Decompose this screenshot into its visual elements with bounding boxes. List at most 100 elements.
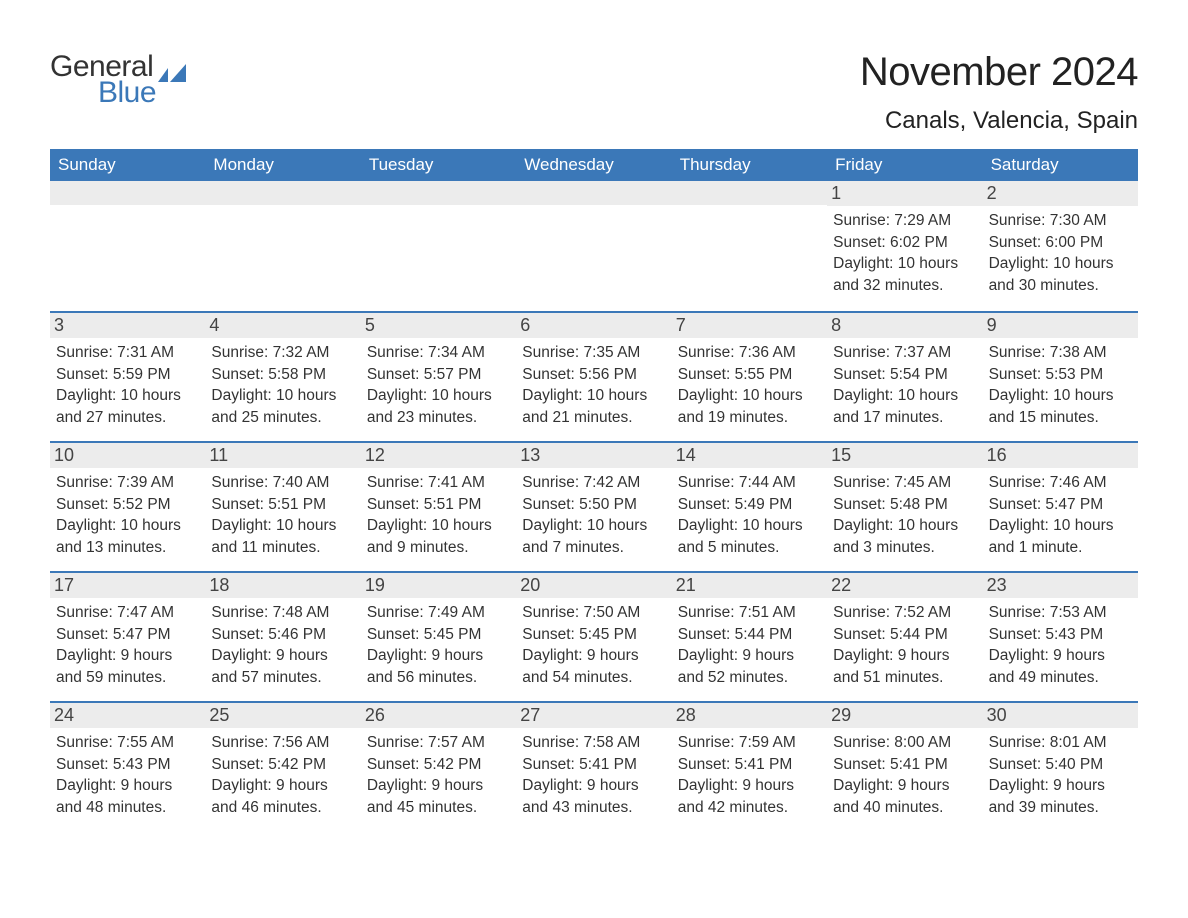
day-number: 5 xyxy=(361,313,516,338)
sunrise-text: Sunrise: 7:44 AM xyxy=(678,472,821,494)
day-info: Sunrise: 7:30 AMSunset: 6:00 PMDaylight:… xyxy=(989,210,1132,297)
sunrise-text: Sunrise: 7:38 AM xyxy=(989,342,1132,364)
day-info: Sunrise: 7:50 AMSunset: 5:45 PMDaylight:… xyxy=(522,602,665,689)
day-info: Sunrise: 7:47 AMSunset: 5:47 PMDaylight:… xyxy=(56,602,199,689)
day-info: Sunrise: 7:57 AMSunset: 5:42 PMDaylight:… xyxy=(367,732,510,819)
daylight-text: Daylight: 9 hours and 57 minutes. xyxy=(211,645,354,688)
sunset-text: Sunset: 5:43 PM xyxy=(989,624,1132,646)
location-text: Canals, Valencia, Spain xyxy=(860,107,1138,135)
daylight-text: Daylight: 10 hours and 5 minutes. xyxy=(678,515,821,558)
day-info: Sunrise: 7:59 AMSunset: 5:41 PMDaylight:… xyxy=(678,732,821,819)
day-cell: 8Sunrise: 7:37 AMSunset: 5:54 PMDaylight… xyxy=(827,313,982,441)
sunrise-text: Sunrise: 7:36 AM xyxy=(678,342,821,364)
day-cell: 21 Sunrise: 7:51 AMSunset: 5:44 PMDayligh… xyxy=(672,573,827,701)
empty-day-bar xyxy=(672,181,827,205)
weekday-header: Tuesday xyxy=(361,149,516,181)
daylight-text: Daylight: 10 hours and 25 minutes. xyxy=(211,385,354,428)
flag-icon xyxy=(158,64,186,84)
logo-blue-text: Blue xyxy=(98,76,156,110)
sunset-text: Sunset: 5:41 PM xyxy=(833,754,976,776)
day-cell: 17 Sunrise: 7:47 AMSunset: 5:47 PMDayligh… xyxy=(50,573,205,701)
sunrise-text: Sunrise: 7:59 AM xyxy=(678,732,821,754)
day-cell: 14 Sunrise: 7:44 AMSunset: 5:49 PMDayligh… xyxy=(672,443,827,571)
sunset-text: Sunset: 5:51 PM xyxy=(211,494,354,516)
daylight-text: Daylight: 10 hours and 1 minute. xyxy=(989,515,1132,558)
daylight-text: Daylight: 9 hours and 54 minutes. xyxy=(522,645,665,688)
day-cell: 13Sunrise: 7:42 AMSunset: 5:50 PMDayligh… xyxy=(516,443,671,571)
daylight-text: Daylight: 10 hours and 30 minutes. xyxy=(989,253,1132,296)
weekday-header: Friday xyxy=(827,149,982,181)
sunrise-text: Sunrise: 7:32 AM xyxy=(211,342,354,364)
day-number: 10 xyxy=(50,443,205,468)
sunrise-text: Sunrise: 7:50 AM xyxy=(522,602,665,624)
day-cell: 2 Sunrise: 7:30 AMSunset: 6:00 PMDaylight… xyxy=(983,181,1138,311)
day-number: 16 xyxy=(983,443,1138,468)
day-cell: 28Sunrise: 7:59 AMSunset: 5:41 PMDayligh… xyxy=(672,703,827,831)
daylight-text: Daylight: 9 hours and 49 minutes. xyxy=(989,645,1132,688)
day-number: 30 xyxy=(983,703,1138,728)
day-cell: 12Sunrise: 7:41 AMSunset: 5:51 PMDayligh… xyxy=(361,443,516,571)
day-info: Sunrise: 7:55 AMSunset: 5:43 PMDaylight:… xyxy=(56,732,199,819)
sunrise-text: Sunrise: 7:29 AM xyxy=(833,210,976,232)
sunrise-text: Sunrise: 7:57 AM xyxy=(367,732,510,754)
day-info: Sunrise: 7:49 AMSunset: 5:45 PMDaylight:… xyxy=(367,602,510,689)
day-cell xyxy=(672,181,827,311)
sunset-text: Sunset: 5:42 PM xyxy=(211,754,354,776)
day-number: 7 xyxy=(672,313,827,338)
sunrise-text: Sunrise: 8:01 AM xyxy=(989,732,1132,754)
sunset-text: Sunset: 5:40 PM xyxy=(989,754,1132,776)
day-cell: 1Sunrise: 7:29 AMSunset: 6:02 PMDaylight… xyxy=(827,181,982,311)
day-number: 6 xyxy=(516,313,671,338)
week-row: 3Sunrise: 7:31 AMSunset: 5:59 PMDaylight… xyxy=(50,311,1138,441)
sunset-text: Sunset: 5:57 PM xyxy=(367,364,510,386)
day-number: 18 xyxy=(205,573,360,598)
day-number: 26 xyxy=(361,703,516,728)
month-title: November 2024 xyxy=(860,50,1138,95)
sunrise-text: Sunrise: 7:37 AM xyxy=(833,342,976,364)
title-block: November 2024 Canals, Valencia, Spain xyxy=(860,50,1138,135)
day-info: Sunrise: 7:40 AMSunset: 5:51 PMDaylight:… xyxy=(211,472,354,559)
sunset-text: Sunset: 5:49 PM xyxy=(678,494,821,516)
day-number: 24 xyxy=(50,703,205,728)
sunset-text: Sunset: 5:50 PM xyxy=(522,494,665,516)
sunset-text: Sunset: 5:44 PM xyxy=(678,624,821,646)
day-cell: 10Sunrise: 7:39 AMSunset: 5:52 PMDayligh… xyxy=(50,443,205,571)
sunrise-text: Sunrise: 7:47 AM xyxy=(56,602,199,624)
day-number: 3 xyxy=(50,313,205,338)
sunrise-text: Sunrise: 7:51 AM xyxy=(678,602,821,624)
sunrise-text: Sunrise: 7:48 AM xyxy=(211,602,354,624)
sunset-text: Sunset: 5:58 PM xyxy=(211,364,354,386)
sunrise-text: Sunrise: 7:45 AM xyxy=(833,472,976,494)
day-number: 17 xyxy=(50,573,205,598)
header: General Blue November 2024 Canals, Valen… xyxy=(50,50,1138,135)
day-cell: 29Sunrise: 8:00 AMSunset: 5:41 PMDayligh… xyxy=(827,703,982,831)
day-info: Sunrise: 7:41 AMSunset: 5:51 PMDaylight:… xyxy=(367,472,510,559)
day-info: Sunrise: 7:51 AMSunset: 5:44 PMDaylight:… xyxy=(678,602,821,689)
day-number: 21 xyxy=(672,573,827,598)
daylight-text: Daylight: 9 hours and 48 minutes. xyxy=(56,775,199,818)
day-number: 14 xyxy=(672,443,827,468)
daylight-text: Daylight: 9 hours and 42 minutes. xyxy=(678,775,821,818)
day-cell: 11 Sunrise: 7:40 AMSunset: 5:51 PMDayligh… xyxy=(205,443,360,571)
weekday-header-row: Sunday Monday Tuesday Wednesday Thursday… xyxy=(50,149,1138,181)
sunrise-text: Sunrise: 7:56 AM xyxy=(211,732,354,754)
daylight-text: Daylight: 10 hours and 9 minutes. xyxy=(367,515,510,558)
sunset-text: Sunset: 5:47 PM xyxy=(989,494,1132,516)
sunset-text: Sunset: 5:44 PM xyxy=(833,624,976,646)
day-number: 2 xyxy=(983,181,1138,206)
sunrise-text: Sunrise: 7:34 AM xyxy=(367,342,510,364)
daylight-text: Daylight: 9 hours and 52 minutes. xyxy=(678,645,821,688)
sunrise-text: Sunrise: 7:39 AM xyxy=(56,472,199,494)
day-info: Sunrise: 7:35 AMSunset: 5:56 PMDaylight:… xyxy=(522,342,665,429)
day-info: Sunrise: 7:45 AMSunset: 5:48 PMDaylight:… xyxy=(833,472,976,559)
sunset-text: Sunset: 5:46 PM xyxy=(211,624,354,646)
sunset-text: Sunset: 5:42 PM xyxy=(367,754,510,776)
sunset-text: Sunset: 5:54 PM xyxy=(833,364,976,386)
day-cell: 20Sunrise: 7:50 AMSunset: 5:45 PMDayligh… xyxy=(516,573,671,701)
day-number: 11 xyxy=(205,443,360,468)
day-cell: 24 Sunrise: 7:55 AMSunset: 5:43 PMDayligh… xyxy=(50,703,205,831)
sunset-text: Sunset: 5:56 PM xyxy=(522,364,665,386)
daylight-text: Daylight: 10 hours and 3 minutes. xyxy=(833,515,976,558)
day-cell: 26 Sunrise: 7:57 AMSunset: 5:42 PMDayligh… xyxy=(361,703,516,831)
day-cell: 6 Sunrise: 7:35 AMSunset: 5:56 PMDaylight… xyxy=(516,313,671,441)
